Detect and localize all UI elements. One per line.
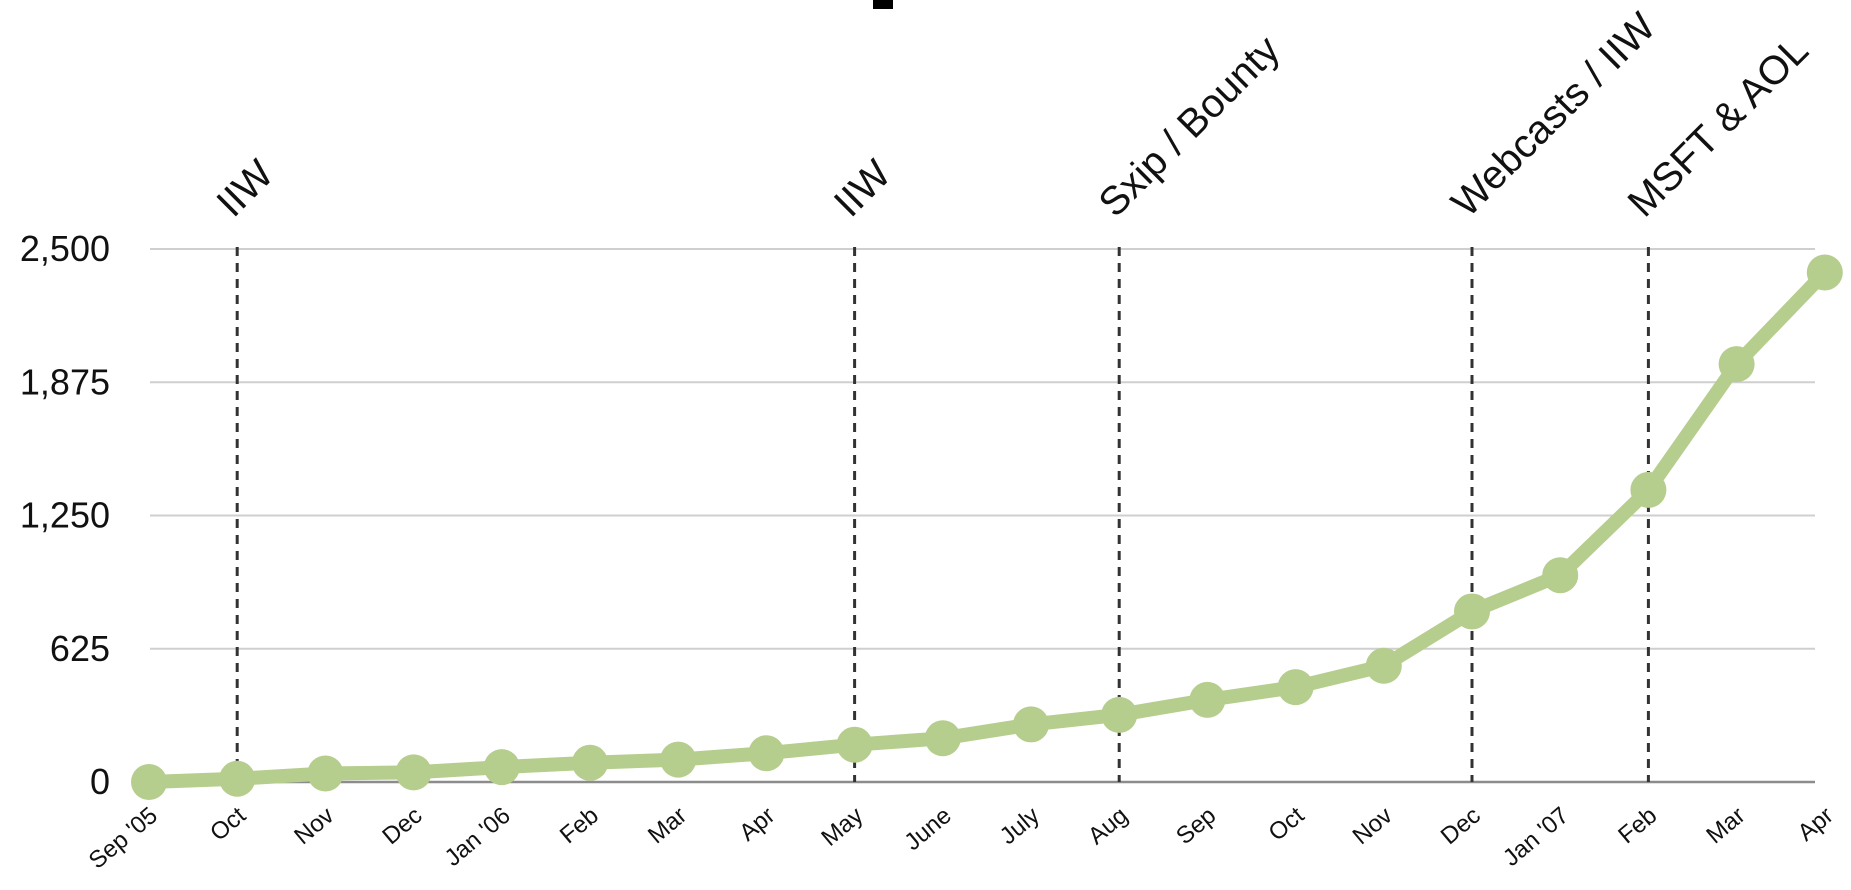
x-tick-label: Nov — [289, 802, 339, 850]
data-point — [1189, 681, 1226, 718]
x-tick-label: Dec — [377, 802, 427, 850]
y-tick-label: 1,250 — [20, 495, 110, 536]
data-point — [1101, 696, 1138, 733]
x-tick-label: Mar — [643, 802, 692, 849]
title-fragment — [873, 0, 893, 9]
event-label: IIW — [208, 152, 282, 226]
x-tick-label: May — [816, 802, 868, 852]
data-point — [836, 726, 873, 763]
event-label: MSFT & AOL — [1620, 28, 1817, 225]
data-point — [1013, 706, 1049, 743]
data-point — [924, 720, 961, 757]
y-tick-label: 625 — [50, 628, 110, 669]
x-axis: Sep '05 Oct Nov Dec Jan '06 Feb Mar Apr May June J… — [84, 802, 1839, 875]
x-tick-label: Aug — [1083, 802, 1133, 850]
data-point — [131, 764, 167, 800]
data-point — [748, 735, 785, 772]
y-tick-label: 2,500 — [20, 228, 110, 269]
data-point — [483, 749, 520, 786]
x-tick-label: Oct — [1263, 802, 1309, 847]
x-tick-label: Sep '05 — [84, 802, 163, 875]
data-point — [1806, 254, 1843, 291]
data-point — [219, 760, 256, 797]
y-tick-label: 0 — [90, 761, 110, 802]
series-line — [142, 265, 1832, 789]
data-point — [572, 744, 608, 781]
x-tick-label: Apr — [734, 802, 780, 847]
event-label: Sxip / Bounty — [1090, 28, 1288, 226]
x-tick-label: Oct — [205, 802, 251, 847]
data-point — [660, 741, 697, 778]
data-point — [307, 755, 344, 792]
x-tick-label: Feb — [1613, 802, 1662, 849]
x-tick-label: Dec — [1436, 802, 1486, 850]
x-tick-label: Mar — [1701, 802, 1750, 849]
data-point — [1454, 593, 1490, 630]
data-point — [1718, 346, 1755, 383]
data-point — [1277, 669, 1314, 706]
x-tick-label: Jan '06 — [440, 802, 516, 872]
x-tick-label: July — [995, 802, 1045, 850]
x-tick-label: Nov — [1348, 802, 1398, 850]
x-tick-label: Feb — [555, 802, 604, 849]
data-point — [1365, 647, 1402, 684]
grid — [150, 248, 1815, 784]
series — [131, 254, 1843, 800]
x-tick-label: Sep — [1171, 802, 1221, 850]
data-point — [395, 754, 432, 791]
y-axis: 0 625 1,250 1,875 2,500 — [20, 228, 110, 802]
x-tick-label: June — [899, 802, 956, 856]
x-tick-label: Apr — [1793, 802, 1839, 847]
data-point — [1630, 471, 1667, 508]
event-label: IIW — [826, 152, 900, 226]
data-point — [1542, 557, 1579, 594]
y-tick-label: 1,875 — [20, 361, 110, 402]
x-tick-label: Jan '07 — [1498, 802, 1574, 872]
